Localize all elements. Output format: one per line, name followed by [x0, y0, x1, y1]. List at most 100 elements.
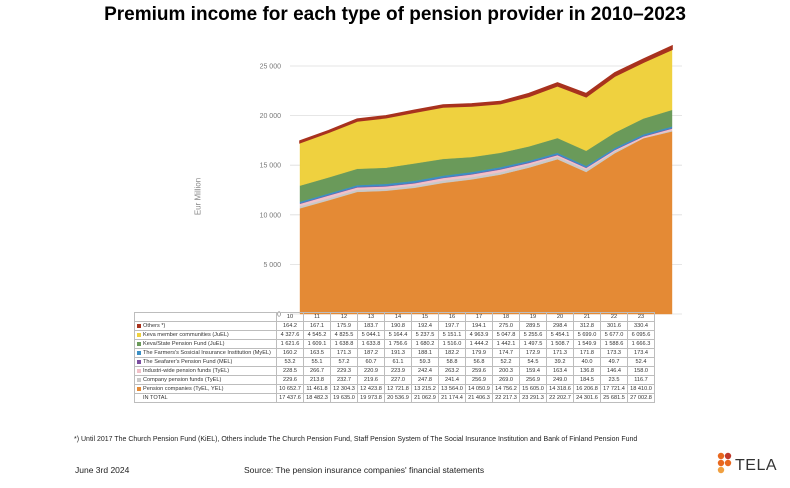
legend-swatch [137, 341, 141, 346]
data-cell: 247.8 [411, 375, 439, 385]
series-label: The Farmers's Sosicial Insurance Institu… [134, 348, 277, 358]
data-cell: 173.3 [600, 348, 628, 358]
data-cell: 16 206.8 [573, 384, 601, 394]
table-row: Company pension funds (TyEL) 229.6 213.8 23… [134, 375, 655, 385]
data-cell: 188.1 [411, 348, 439, 358]
data-cell: 174.7 [492, 348, 520, 358]
series-name: Keva member communities (JuEL) [143, 332, 229, 338]
data-cell: 312.8 [573, 321, 601, 331]
data-cell: 59.3 [411, 357, 439, 367]
data-cell: 1 638.8 [330, 339, 358, 349]
table-row: Industri-wide pension funds (TyEL) 228.5 2… [134, 366, 655, 376]
table-corner-cell [134, 312, 277, 322]
series-label: Keva member communities (JuEL) [134, 330, 277, 340]
data-cell: 1 549.9 [573, 339, 601, 349]
table-header-row: 10 11 12 13 14 15 16 17 18 19 20 21 22 23 [134, 312, 655, 322]
legend-swatch [137, 332, 141, 337]
data-cell: 55.1 [303, 357, 331, 367]
data-cell: 179.9 [465, 348, 493, 358]
data-cell: 256.9 [519, 375, 547, 385]
data-cell: 5 699.0 [573, 330, 601, 340]
x-tick-label: 13 [357, 312, 385, 322]
data-cell: 17 721.4 [600, 384, 628, 394]
total-cell: 27 002.8 [627, 393, 655, 403]
data-cell: 1 621.6 [276, 339, 304, 349]
data-cell: 219.6 [357, 375, 385, 385]
data-cell: 160.2 [276, 348, 304, 358]
x-tick-label: 18 [492, 312, 520, 322]
total-cell: 22 202.7 [546, 393, 574, 403]
data-cell: 49.7 [600, 357, 628, 367]
data-cell: 4 327.6 [276, 330, 304, 340]
data-cell: 187.2 [357, 348, 385, 358]
x-tick-label: 20 [546, 312, 574, 322]
data-cell: 15 605.0 [519, 384, 547, 394]
data-cell: 5 047.8 [492, 330, 520, 340]
total-cell: 23 291.3 [519, 393, 547, 403]
data-cell: 330.4 [627, 321, 655, 331]
data-cell: 259.6 [465, 366, 493, 376]
data-cell: 1 633.8 [357, 339, 385, 349]
series-name: The Farmers's Sosicial Insurance Institu… [143, 350, 271, 356]
y-tick-label: 5 000 [263, 262, 281, 269]
data-cell: 12 304.3 [330, 384, 358, 394]
data-cell: 1 508.7 [546, 339, 574, 349]
legend-swatch [137, 359, 141, 364]
data-cell: 164.2 [276, 321, 304, 331]
data-cell: 183.7 [357, 321, 385, 331]
data-cell: 172.9 [519, 348, 547, 358]
total-cell: 24 301.6 [573, 393, 601, 403]
table-total-row: IN TOTAL 17 437.6 18 482.3 19 635.0 19 973.8… [134, 393, 655, 403]
data-cell: 6 095.6 [627, 330, 655, 340]
area-others [299, 44, 673, 144]
data-cell: 4 545.2 [303, 330, 331, 340]
x-tick-label: 11 [303, 312, 331, 322]
x-tick-label: 23 [627, 312, 655, 322]
data-cell: 190.8 [384, 321, 412, 331]
total-label: IN TOTAL [134, 393, 277, 403]
data-cell: 194.1 [465, 321, 493, 331]
data-cell: 1 588.6 [600, 339, 628, 349]
data-cell: 227.0 [384, 375, 412, 385]
series-label: Pension companies (TyEL, YEL) [134, 384, 277, 394]
data-cell: 249.0 [546, 375, 574, 385]
data-cell: 11 461.8 [303, 384, 331, 394]
data-cell: 57.2 [330, 357, 358, 367]
data-cell: 5 454.1 [546, 330, 574, 340]
data-cell: 232.7 [330, 375, 358, 385]
series-name: The Seafarer's Pension Fund (MEL) [143, 359, 233, 365]
data-cell: 171.3 [546, 348, 574, 358]
data-cell: 1 666.3 [627, 339, 655, 349]
total-cell: 19 973.8 [357, 393, 385, 403]
data-cell: 197.7 [438, 321, 466, 331]
logo-text: TELA [735, 457, 778, 474]
data-cell: 61.1 [384, 357, 412, 367]
series-name: Pension companies (TyEL, YEL) [143, 386, 224, 392]
data-cell: 220.9 [357, 366, 385, 376]
data-cell: 173.4 [627, 348, 655, 358]
data-cell: 53.2 [276, 357, 304, 367]
data-cell: 23.5 [600, 375, 628, 385]
data-cell: 223.9 [384, 366, 412, 376]
legend-swatch [137, 386, 141, 391]
data-cell: 163.5 [303, 348, 331, 358]
data-cell: 159.4 [519, 366, 547, 376]
data-cell: 5 164.4 [384, 330, 412, 340]
data-cell: 1 442.1 [492, 339, 520, 349]
y-axis-label: Eur Million [193, 177, 203, 216]
data-cell: 58.8 [438, 357, 466, 367]
total-cell: 18 482.3 [303, 393, 331, 403]
chart-title: Premium income for each type of pension … [104, 4, 686, 25]
data-cell: 54.5 [519, 357, 547, 367]
data-cell: 263.2 [438, 366, 466, 376]
data-cell: 191.3 [384, 348, 412, 358]
series-label: Industri-wide pension funds (TyEL) [134, 366, 277, 376]
data-table: 10 11 12 13 14 15 16 17 18 19 20 21 22 23 Others *) 164… [134, 312, 655, 403]
data-cell: 5 151.1 [438, 330, 466, 340]
series-label: Others *) [134, 321, 277, 331]
table-row: The Farmers's Sosicial Insurance Institu… [134, 348, 655, 358]
series-label: Company pension funds (TyEL) [134, 375, 277, 385]
data-cell: 18 410.0 [627, 384, 655, 394]
series-name: Others *) [143, 323, 166, 329]
data-cell: 5 044.1 [357, 330, 385, 340]
